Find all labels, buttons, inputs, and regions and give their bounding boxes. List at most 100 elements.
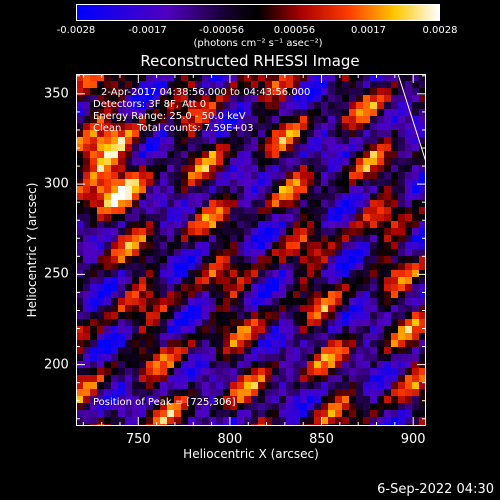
heatmap-cell [370,109,377,116]
heatmap-cell [118,242,125,249]
heatmap-cell [307,396,314,403]
heatmap-cell [167,256,174,263]
heatmap-cell [335,116,342,123]
heatmap-cell [125,382,132,389]
heatmap-cell [314,165,321,172]
heatmap-cell [132,417,139,424]
heatmap-cell [237,158,244,165]
heatmap-cell [181,130,188,137]
heatmap-cell [363,74,370,81]
heatmap-cell [293,221,300,228]
heatmap-cell [307,193,314,200]
heatmap-cell [111,81,118,88]
chart-title: Reconstructed RHESSI Image [140,52,360,70]
heatmap-cell [279,256,286,263]
heatmap-cell [167,151,174,158]
heatmap-cell [160,305,167,312]
heatmap-cell [293,312,300,319]
heatmap-cell [188,389,195,396]
heatmap-cell [405,130,412,137]
heatmap-cell [384,340,391,347]
heatmap-cell [97,102,104,109]
heatmap-cell [272,242,279,249]
heatmap-cell [342,368,349,375]
heatmap-cell [370,389,377,396]
heatmap-cell [258,382,265,389]
heatmap-cell [146,333,153,340]
heatmap-cell [202,256,209,263]
heatmap-cell [223,109,230,116]
heatmap-cell [167,340,174,347]
heatmap-cell [328,256,335,263]
heatmap-cell [384,228,391,235]
heatmap-cell [377,354,384,361]
heatmap-cell [272,228,279,235]
heatmap-cell [153,123,160,130]
heatmap-cell [335,256,342,263]
heatmap-cell [153,326,160,333]
heatmap-cell [286,305,293,312]
heatmap-cell [370,123,377,130]
heatmap-cell [391,193,398,200]
heatmap-cell [230,214,237,221]
heatmap-cell [300,214,307,221]
heatmap-cell [391,88,398,95]
heatmap-cell [83,74,90,81]
heatmap-cell [272,368,279,375]
heatmap-cell [209,375,216,382]
heatmap-cell [97,88,104,95]
heatmap-cell [370,417,377,424]
plot-area [76,74,426,426]
heatmap-cell [391,354,398,361]
heatmap-cell [251,200,258,207]
heatmap-cell [398,179,405,186]
heatmap-cell [377,242,384,249]
heatmap-cell [195,382,202,389]
heatmap-cell [370,186,377,193]
heatmap-cell [314,340,321,347]
heatmap-cell [230,81,237,88]
heatmap-cell [118,179,125,186]
heatmap-cell [90,109,97,116]
heatmap-cell [412,277,419,284]
heatmap-cell [328,249,335,256]
heatmap-cell [335,312,342,319]
heatmap-cell [258,151,265,158]
heatmap-cell [244,109,251,116]
heatmap-cell [391,207,398,214]
heatmap-cell [377,403,384,410]
heatmap-cell [146,221,153,228]
heatmap-cell [307,116,314,123]
heatmap-cell [279,235,286,242]
heatmap-cell [237,165,244,172]
heatmap-cell [244,277,251,284]
heatmap-cell [279,242,286,249]
heatmap-cell [146,396,153,403]
heatmap-cell [279,333,286,340]
heatmap-cell [118,249,125,256]
heatmap-cell [265,361,272,368]
heatmap-cell [265,256,272,263]
heatmap-cell [160,354,167,361]
heatmap-cell [391,165,398,172]
heatmap-cell [202,305,209,312]
heatmap-cell [132,235,139,242]
heatmap-cell [118,298,125,305]
heatmap-cell [391,144,398,151]
heatmap-cell [111,305,118,312]
heatmap-cell [412,389,419,396]
heatmap-cell [321,333,328,340]
heatmap-cell [97,242,104,249]
heatmap-cell [188,242,195,249]
heatmap-cell [202,74,209,81]
heatmap-cell [181,137,188,144]
heatmap-cell [125,249,132,256]
heatmap-cell [279,207,286,214]
heatmap-cell [125,95,132,102]
heatmap-cell [237,130,244,137]
heatmap-cell [384,326,391,333]
heatmap-cell [125,347,132,354]
heatmap-cell [391,375,398,382]
heatmap-cell [286,165,293,172]
heatmap-cell [83,375,90,382]
